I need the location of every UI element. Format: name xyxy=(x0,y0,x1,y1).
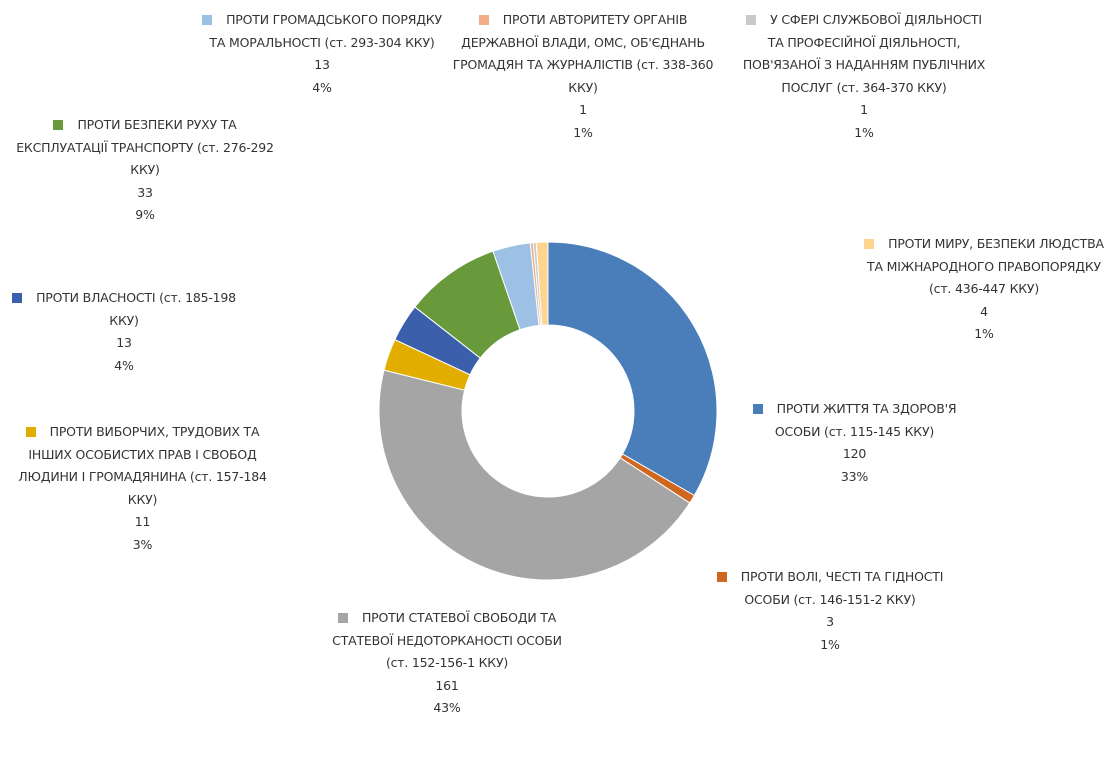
percent-label: 4% xyxy=(114,357,134,373)
percent-label: 43% xyxy=(433,700,461,715)
category-name: ПРОТИ ВЛАСНОСТІ (ст. 185-198 ККУ) xyxy=(36,290,236,328)
data-label: ПРОТИ ВИБОРЧИХ, ТРУДОВИХ ТА ІНШИХ ОСОБИС… xyxy=(5,421,280,556)
wedge xyxy=(378,369,691,581)
value-label: 4 xyxy=(980,303,988,319)
percent-label: 9% xyxy=(135,207,155,222)
category-name: ПРОТИ ВИБОРЧИХ, ТРУДОВИХ ТА ІНШИХ ОСОБИС… xyxy=(18,424,267,507)
legend-swatch xyxy=(746,15,757,25)
legend-swatch xyxy=(25,427,36,437)
data-label: ПРОТИ ВЛАСНОСТІ (ст. 185-198 ККУ) 13 4% xyxy=(8,287,240,377)
data-label: ПРОТИ АВТОРИТЕТУ ОРГАНІВ ДЕРЖАВНОЇ ВЛАДИ… xyxy=(452,9,714,144)
category-name: ПРОТИ МИРУ, БЕЗПЕКИ ЛЮДСТВА ТА МІЖНАРОДН… xyxy=(867,236,1104,296)
data-label: ПРОТИ ЖИТТЯ ТА ЗДОРОВ'Я ОСОБИ (ст. 115-1… xyxy=(742,398,967,488)
percent-label: 33% xyxy=(840,468,869,484)
legend-swatch xyxy=(716,572,727,582)
data-label: ПРОТИ МИРУ, БЕЗПЕКИ ЛЮДСТВА ТА МІЖНАРОДН… xyxy=(858,233,1110,346)
category-name: ПРОТИ АВТОРИТЕТУ ОРГАНІВ ДЕРЖАВНОЇ ВЛАДИ… xyxy=(452,12,714,95)
legend-swatch xyxy=(53,120,64,130)
percent-label: 3% xyxy=(132,536,153,552)
category-name: ПРОТИ СТАТЕВОЇ СВОБОДИ ТА СТАТЕВОЇ НЕДОТ… xyxy=(332,610,562,670)
category-name: У СФЕРІ СЛУЖБОВОЇ ДІЯЛЬНОСТІ ТА ПРОФЕСІЙ… xyxy=(742,12,986,95)
value-label: 1 xyxy=(860,102,868,117)
value-label: 13 xyxy=(314,57,330,72)
percent-label: 4% xyxy=(312,79,332,95)
legend-swatch xyxy=(864,239,875,249)
legend-swatch xyxy=(478,15,489,25)
legend-swatch xyxy=(12,293,23,303)
value-label: 1 xyxy=(579,102,587,117)
value-label: 13 xyxy=(116,335,132,350)
data-label: У СФЕРІ СЛУЖБОВОЇ ДІЯЛЬНОСТІ ТА ПРОФЕСІЙ… xyxy=(738,9,990,144)
category-name: ПРОТИ ЖИТТЯ ТА ЗДОРОВ'Я ОСОБИ (ст. 115-1… xyxy=(774,401,957,439)
wedge xyxy=(535,241,549,326)
legend-swatch xyxy=(337,613,348,623)
data-label: ПРОТИ СТАТЕВОЇ СВОБОДИ ТА СТАТЕВОЇ НЕДОТ… xyxy=(322,607,572,720)
category-name: ПРОТИ ГРОМАДСЬКОГО ПОРЯДКУ ТА МОРАЛЬНОСТ… xyxy=(209,12,442,50)
percent-label: 1% xyxy=(573,124,593,140)
value-label: 161 xyxy=(435,677,459,693)
value-label: 33 xyxy=(137,184,153,200)
value-label: 3 xyxy=(826,614,834,629)
data-label: ПРОТИ БЕЗПЕКИ РУХУ ТА ЕКСПЛУАТАЦІЇ ТРАНС… xyxy=(14,114,276,227)
legend-swatch xyxy=(752,404,763,414)
percent-label: 1% xyxy=(974,326,994,341)
data-label: ПРОТИ ГРОМАДСЬКОГО ПОРЯДКУ ТА МОРАЛЬНОСТ… xyxy=(198,9,446,99)
percent-label: 1% xyxy=(854,124,874,140)
wedge xyxy=(547,241,718,497)
value-label: 120 xyxy=(842,446,867,461)
category-name: ПРОТИ БЕЗПЕКИ РУХУ ТА ЕКСПЛУАТАЦІЇ ТРАНС… xyxy=(16,117,274,177)
data-label: ПРОТИ ВОЛІ, ЧЕСТІ ТА ГІДНОСТІ ОСОБИ (ст.… xyxy=(700,566,960,656)
percent-label: 1% xyxy=(820,636,840,652)
value-label: 11 xyxy=(134,514,151,529)
legend-swatch xyxy=(202,15,213,25)
category-name: ПРОТИ ВОЛІ, ЧЕСТІ ТА ГІДНОСТІ ОСОБИ (ст.… xyxy=(740,569,944,607)
